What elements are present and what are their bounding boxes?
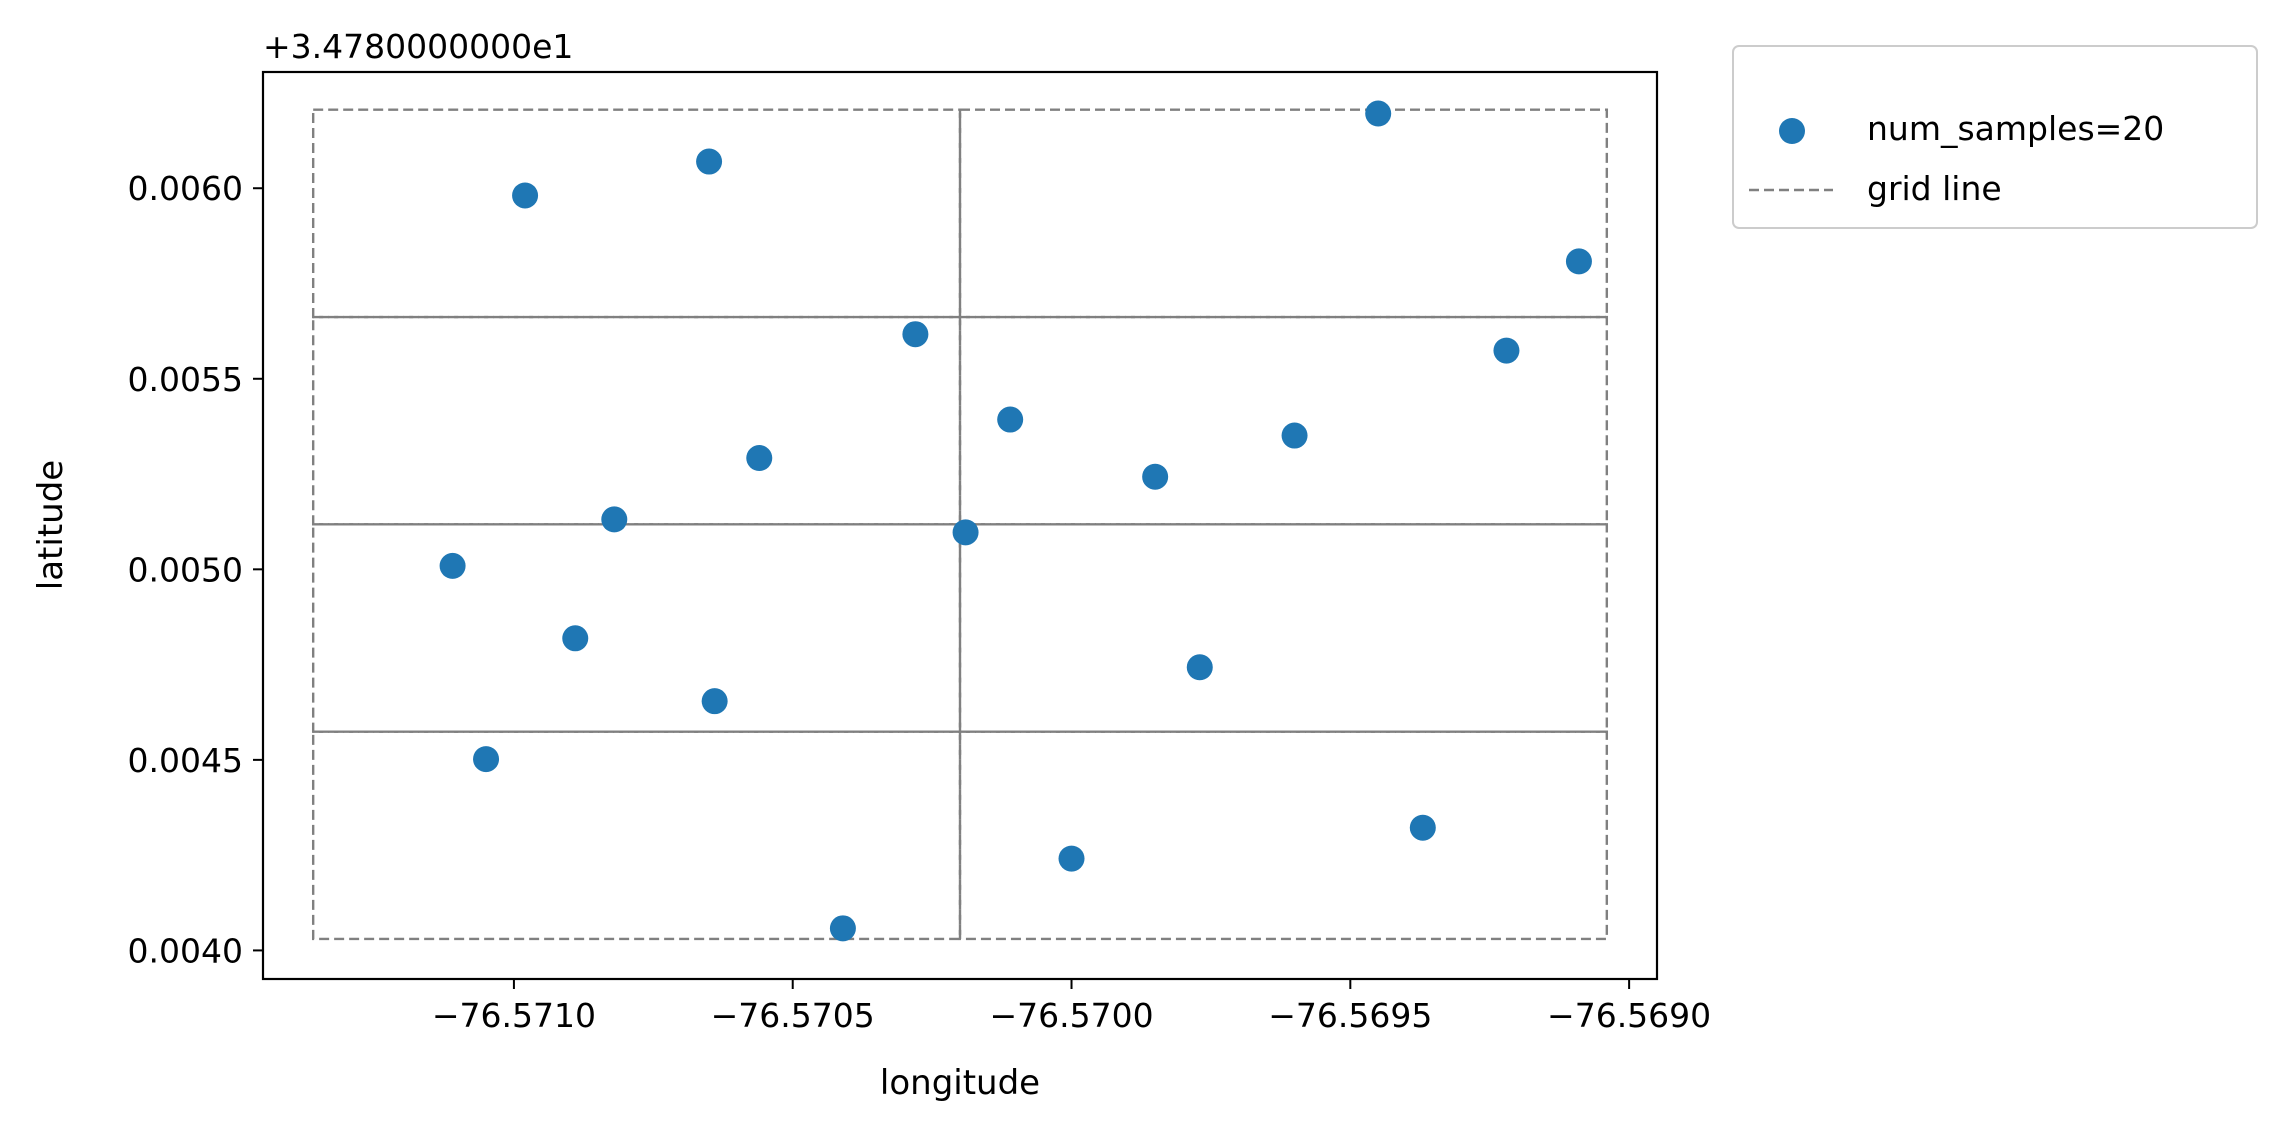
data-point-1 [696,148,723,175]
data-point-15 [701,688,728,715]
y-axis-ticks: 0.0040 0.0045 0.0050 0.0055 0.0060 [128,169,263,970]
legend-label-grid-line: grid line [1867,169,2002,208]
legend-label-series: num_samples=20 [1867,109,2164,148]
data-point-0 [512,182,539,209]
data-point-6 [997,406,1024,433]
x-tick-label-2: −76.5700 [989,996,1153,1035]
y-tick-label-0: 0.0040 [128,931,243,970]
data-point-19 [829,915,856,942]
data-point-9 [1142,463,1169,490]
data-point-13 [562,625,589,652]
y-tick-label-3: 0.0055 [128,360,243,399]
x-tick-label-4: −76.5690 [1547,996,1711,1035]
data-point-4 [902,321,929,348]
data-point-5 [1493,337,1520,364]
y-tick-label-4: 0.0060 [128,169,243,208]
data-point-2 [1365,100,1392,127]
grid-cell-7 [958,108,1609,319]
data-point-16 [473,746,500,773]
x-tick-label-1: −76.5705 [711,996,875,1035]
y-tick-label-1: 0.0045 [128,741,243,780]
grid-line-layer [311,108,1609,941]
data-point-3 [1565,248,1592,275]
data-point-18 [1058,845,1085,872]
data-point-10 [601,506,628,533]
y-tick-label-2: 0.0050 [128,550,243,589]
data-point-14 [1186,654,1213,681]
legend: num_samples=20 grid line [1732,45,2258,229]
x-tick-label-3: −76.5695 [1268,996,1432,1035]
data-point-11 [952,519,979,546]
y-axis-label: latitude [31,460,71,590]
data-point-7 [1281,422,1308,449]
data-point-17 [1409,814,1436,841]
data-points-layer [439,100,1592,942]
data-point-12 [439,552,466,579]
y-axis-offset-label: +3.4780000000e1 [263,27,573,66]
data-point-8 [746,445,773,472]
legend-marker-scatter [1779,118,1805,144]
x-axis-label: longitude [880,1063,1040,1103]
grid-cell-3 [311,108,962,319]
x-tick-label-0: −76.5710 [432,996,596,1035]
legend-frame [1732,45,2258,229]
plot-frame [261,70,1659,981]
x-axis-ticks: −76.5710 −76.5705 −76.5700 −76.5695 −76.5690 [432,979,1711,1035]
